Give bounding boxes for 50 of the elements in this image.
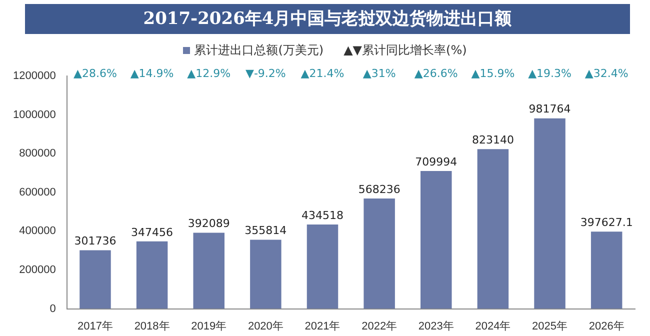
x-tick-label: 2021年 (304, 320, 340, 332)
y-tick-label: 800000 (19, 148, 56, 160)
y-tick-label: 200000 (19, 264, 56, 276)
annotation: ▲31% (362, 66, 396, 80)
data-label: 981764 (528, 102, 571, 116)
data-label: 709994 (415, 155, 458, 168)
annotation: ▲28.6% (74, 66, 117, 80)
bar (306, 224, 338, 309)
chart-title: 2017-2026年4月中国与老挝双边货物进出口额 (25, 4, 630, 34)
x-tick-label: 2017年 (77, 320, 113, 332)
x-tick-label: 2019年 (191, 320, 227, 332)
annotation: ▼-9.2% (246, 66, 286, 80)
data-label: 392089 (188, 217, 230, 230)
y-tick-label: 400000 (19, 225, 56, 238)
y-tick-label: 0 (50, 302, 56, 315)
x-tick-label: 2018年 (134, 320, 170, 332)
x-tick-label: 2024年 (475, 320, 511, 332)
bar (534, 118, 566, 309)
y-tick-label: 1200000 (12, 70, 56, 82)
data-label: 301736 (74, 234, 116, 248)
x-tick-label: 2022年 (362, 320, 398, 332)
bar (193, 232, 224, 309)
data-label: 355814 (244, 224, 287, 238)
text: ▲▼累计同比增长率(%) (344, 43, 467, 57)
x-tick-label: 2020年 (248, 320, 284, 332)
annotation: ▲19.3% (528, 66, 572, 80)
x-tick-label: 2026年 (588, 320, 624, 332)
annotation: ▲12.9% (187, 66, 231, 80)
annotation: ▲32.4% (584, 66, 628, 80)
annotation: ▲15.9% (471, 66, 515, 80)
data-label: 823140 (472, 133, 514, 146)
bar (364, 198, 395, 309)
bar (250, 240, 282, 309)
legend-label: 累计进出口总额(万美元) (193, 43, 324, 57)
bar (136, 241, 168, 309)
data-label: 568236 (358, 182, 400, 196)
annotation: ▲14.9% (130, 66, 174, 80)
bar (420, 171, 452, 309)
y-tick-label: 1000000 (12, 108, 56, 121)
data-label: 397627.1 (580, 216, 633, 230)
data-label: 347456 (131, 226, 174, 239)
bar (477, 149, 509, 309)
x-tick-label: 2023年 (418, 320, 454, 332)
annotation: ▲21.4% (300, 66, 344, 80)
y-tick-label: 600000 (19, 186, 56, 198)
annotation: ▲26.6% (414, 66, 458, 80)
bar (80, 250, 111, 309)
bar (590, 232, 622, 309)
x-tick-label: 2025年 (532, 320, 568, 332)
data-label: 434518 (302, 208, 344, 222)
